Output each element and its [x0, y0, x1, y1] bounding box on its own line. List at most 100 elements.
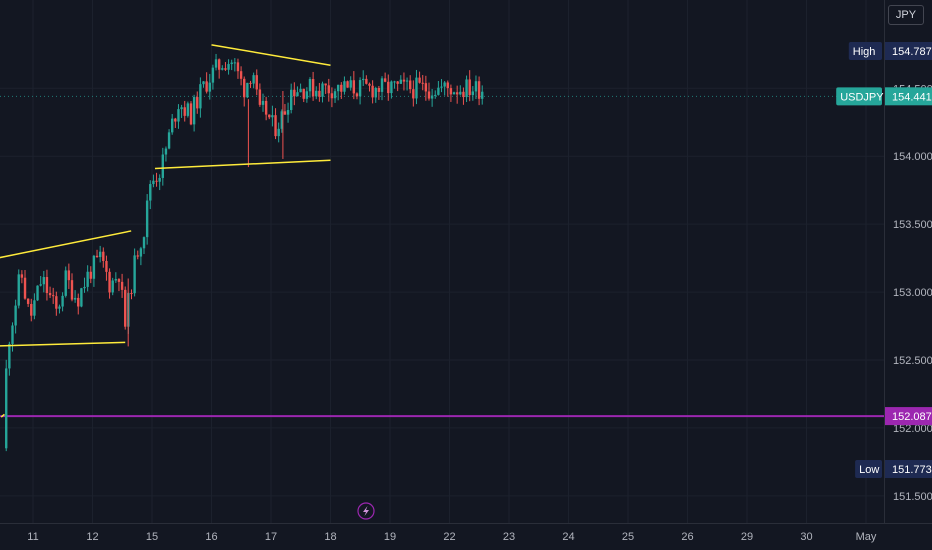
candle-body[interactable]: [274, 115, 277, 137]
trendline[interactable]: [0, 230, 132, 259]
candle-body[interactable]: [408, 80, 412, 90]
lightning-bolt-icon[interactable]: [357, 502, 375, 520]
candle-body[interactable]: [61, 295, 64, 307]
candle-body[interactable]: [283, 111, 287, 115]
candle-body[interactable]: [293, 89, 296, 97]
candle-body[interactable]: [20, 274, 24, 278]
candle-body[interactable]: [145, 200, 149, 238]
candle-body[interactable]: [26, 298, 30, 304]
candle-body[interactable]: [421, 82, 424, 84]
candle-body[interactable]: [152, 180, 155, 185]
candle-body[interactable]: [462, 91, 465, 98]
candle-body[interactable]: [412, 89, 415, 99]
candle-body[interactable]: [358, 80, 362, 97]
candle-body[interactable]: [67, 270, 71, 281]
candle-body[interactable]: [336, 84, 340, 92]
candle-body[interactable]: [77, 297, 80, 307]
candle-body[interactable]: [39, 284, 42, 286]
candle-body[interactable]: [271, 115, 274, 118]
candle-body[interactable]: [205, 81, 208, 92]
candle-body[interactable]: [196, 97, 199, 109]
candle-body[interactable]: [51, 295, 55, 297]
candle-body[interactable]: [130, 293, 133, 295]
candle-body[interactable]: [261, 100, 265, 105]
candle-body[interactable]: [55, 296, 58, 309]
candle-body[interactable]: [133, 255, 136, 294]
candle-body[interactable]: [224, 68, 227, 70]
candle-body[interactable]: [365, 78, 368, 84]
candle-body[interactable]: [98, 251, 102, 258]
candle-body[interactable]: [374, 87, 377, 98]
candle-body[interactable]: [86, 271, 89, 287]
candle-body[interactable]: [183, 107, 186, 116]
candle-body[interactable]: [139, 248, 143, 257]
candle-body[interactable]: [355, 93, 359, 97]
candle-body[interactable]: [95, 255, 99, 258]
candle-body[interactable]: [102, 251, 105, 261]
candle-body[interactable]: [443, 82, 446, 87]
candle-body[interactable]: [108, 271, 111, 293]
candle-body[interactable]: [368, 83, 371, 86]
candle-body[interactable]: [459, 91, 462, 95]
candle-body[interactable]: [124, 289, 127, 327]
candle-body[interactable]: [255, 75, 258, 90]
candle-body[interactable]: [120, 281, 124, 290]
candle-body[interactable]: [17, 274, 20, 306]
candle-body[interactable]: [199, 84, 202, 109]
candle-body[interactable]: [402, 79, 406, 82]
candle-body[interactable]: [437, 87, 440, 95]
candle-body[interactable]: [167, 132, 171, 149]
candle-body[interactable]: [73, 297, 77, 300]
candle-body[interactable]: [236, 62, 240, 72]
candle-body[interactable]: [277, 128, 280, 137]
candle-body[interactable]: [330, 93, 334, 99]
candle-body[interactable]: [11, 325, 14, 344]
candle-body[interactable]: [136, 255, 139, 257]
candle-body[interactable]: [387, 81, 390, 94]
candle-body[interactable]: [252, 75, 255, 84]
candle-body[interactable]: [377, 87, 381, 92]
candle-body[interactable]: [390, 81, 393, 94]
candle-body[interactable]: [45, 277, 49, 294]
candle-body[interactable]: [343, 81, 346, 92]
candle-body[interactable]: [415, 77, 418, 99]
candle-body[interactable]: [424, 83, 428, 92]
trendline[interactable]: [154, 159, 331, 170]
candle-body[interactable]: [186, 103, 190, 116]
candle-body[interactable]: [289, 89, 293, 111]
candle-body[interactable]: [70, 280, 74, 300]
candle-body[interactable]: [142, 237, 146, 249]
candle-body[interactable]: [48, 293, 52, 296]
candlestick-series[interactable]: [5, 53, 484, 452]
candle-body[interactable]: [239, 71, 243, 79]
candle-body[interactable]: [446, 82, 449, 89]
candle-body[interactable]: [418, 77, 421, 83]
candle-body[interactable]: [36, 285, 39, 301]
candle-body[interactable]: [468, 79, 471, 96]
candle-body[interactable]: [371, 85, 374, 98]
candle-body[interactable]: [30, 303, 33, 316]
candle-body[interactable]: [64, 270, 67, 296]
candle-body[interactable]: [8, 343, 11, 369]
candle-body[interactable]: [349, 80, 352, 88]
trendline[interactable]: [0, 341, 126, 347]
candle-body[interactable]: [170, 118, 174, 133]
candle-body[interactable]: [362, 78, 365, 81]
candle-body[interactable]: [430, 95, 434, 99]
candle-body[interactable]: [305, 91, 309, 99]
candle-body[interactable]: [83, 286, 86, 289]
candle-body[interactable]: [233, 62, 237, 64]
candle-body[interactable]: [440, 86, 443, 88]
candle-body[interactable]: [114, 279, 118, 281]
candle-body[interactable]: [477, 81, 481, 99]
candle-body[interactable]: [264, 100, 268, 115]
candle-body[interactable]: [192, 97, 196, 125]
candle-body[interactable]: [208, 82, 211, 92]
candle-body[interactable]: [299, 88, 302, 93]
candle-body[interactable]: [327, 85, 330, 94]
candle-body[interactable]: [393, 81, 396, 83]
candle-body[interactable]: [340, 84, 343, 92]
candle-body[interactable]: [42, 277, 46, 285]
candle-body[interactable]: [174, 118, 177, 122]
candle-body[interactable]: [217, 59, 221, 70]
